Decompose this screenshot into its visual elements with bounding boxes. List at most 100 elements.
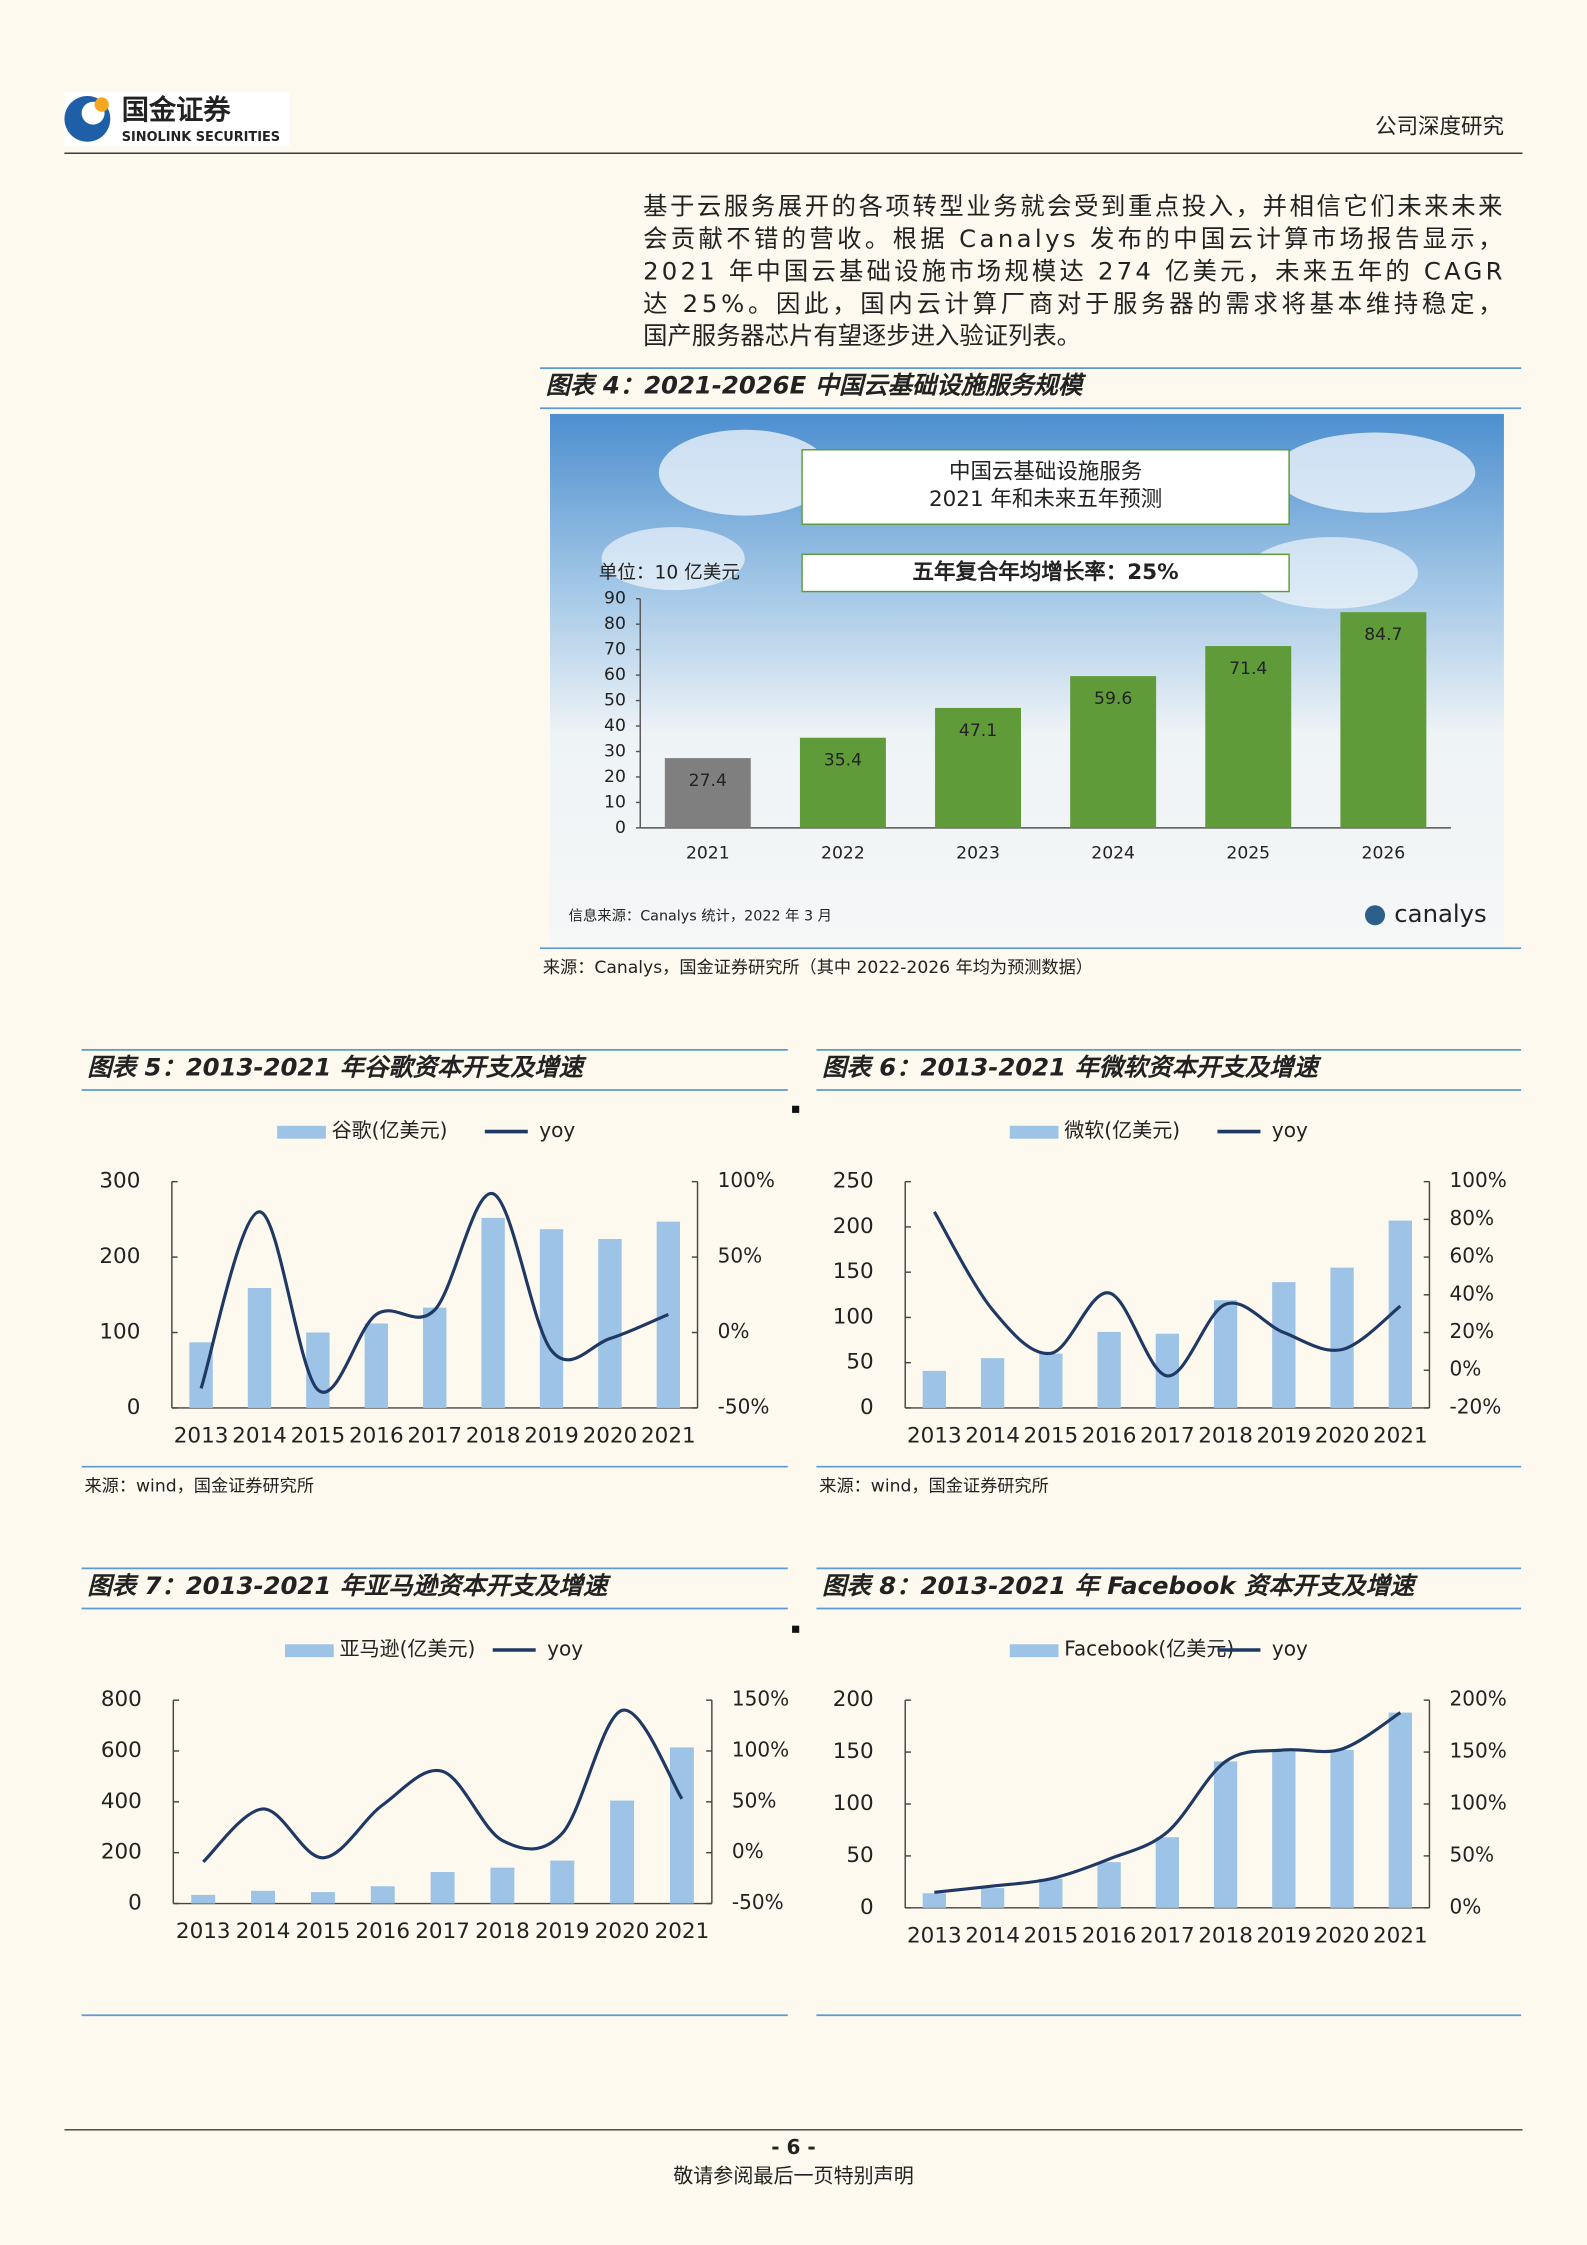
bar [490,1867,515,1904]
figure-title: 图表 5：2013-2021 年谷歌资本开支及增速 [87,1053,587,1082]
y-tick-label: 200 [833,1214,874,1239]
x-tick-label: 2016 [1082,1424,1137,1449]
x-tick-label: 2014 [965,1424,1020,1449]
x-tick-label: 2018 [1198,1424,1253,1449]
brand-icon [1364,905,1386,926]
bar [669,1747,694,1904]
x-tick-label: 2016 [349,1424,404,1449]
y-tick-label: 50 [846,1350,873,1375]
y2-tick-label: 100% [1449,1168,1506,1192]
cloud [658,429,831,516]
bar [539,1229,564,1408]
legend-swatch [1009,1644,1059,1658]
figure-source: 来源：wind，国金证券研究所 [819,1477,1048,1497]
bar [247,1288,272,1408]
bar [251,1890,276,1904]
x-tick-label: 2019 [1257,1424,1312,1449]
y2-tick-label: 100% [1449,1790,1506,1814]
paragraph-line: 2021 年中国云基础设施市场规模达 274 亿美元，未来五年的 CAGR [643,256,1502,285]
bar [550,1860,575,1904]
y2-tick-label: 0% [1449,1894,1481,1918]
y-tick-label: 70 [604,640,626,660]
bar [1097,1862,1121,1908]
bar [1213,1300,1238,1408]
legend: 亚马逊(亿美元) yoy [285,1637,583,1661]
cloud [1274,432,1476,513]
bar [799,737,886,828]
page-number: - 6 - [771,2135,816,2159]
bar [980,1358,1005,1408]
chart4-annotation-box [801,553,1290,593]
bar [370,1886,395,1904]
legend-label: Facebook(亿美元) [1064,1637,1234,1661]
bar [1205,646,1292,828]
figure: 图表 8：2013-2021 年 Facebook 资本开支及增速 0 50 100 1… [816,1567,1522,2017]
logo: 国金证券 SINOLINK SECURITIES [64,91,290,147]
x-tick-label: 2013 [907,1923,962,1948]
y2-tick-label: -50% [718,1394,770,1418]
line [202,1708,684,1864]
x-tick-label: 2020 [595,1919,650,1944]
x-tick-label: 2019 [1257,1923,1312,1948]
legend-label: yoy [547,1637,583,1661]
bar [1155,1837,1179,1908]
figures: 图表 4：2021-2026E 中国云基础设施服务规模来源：Canalys，国金… [81,367,1522,2017]
figure: 图表 5：2013-2021 年谷歌资本开支及增速来源：wind，国金证券研究所… [81,1049,788,1497]
line [934,1711,1402,1894]
bar [191,1894,216,1904]
x-tick-label: 2017 [1140,1424,1195,1449]
x-tick-label: 2018 [1198,1923,1253,1948]
x-tick-label: 2015 [291,1424,346,1449]
x-tick-label: 2021 [655,1919,710,1944]
bar [1213,1761,1238,1908]
bar [664,758,751,828]
chart4-title-box [801,449,1290,525]
value-label: 59.6 [1094,689,1132,709]
x-tick-label: 2017 [407,1424,462,1449]
bar [922,1370,946,1408]
x-tick-label: 2026 [1362,844,1406,864]
x-tick-label: 2018 [466,1424,521,1449]
y-tick-label: 100 [833,1304,874,1329]
y2-tick-label: 100% [718,1168,775,1192]
chart-subtitle: 2021 年和未来五年预测 [929,487,1162,512]
y-tick-label: 90 [604,589,626,609]
bar [1388,1220,1412,1408]
x-tick-label: 2017 [1140,1923,1195,1948]
y-tick-label: 200 [101,1840,142,1865]
bar [1388,1712,1412,1908]
bar [1272,1282,1296,1408]
x-tick-label: 2014 [965,1923,1020,1948]
value-label: 47.1 [959,721,997,741]
y-tick-label: 50 [846,1843,873,1868]
x-tick-label: 2019 [535,1919,590,1944]
bar [423,1307,447,1408]
figure: 图表 4：2021-2026E 中国云基础设施服务规模来源：Canalys，国金… [539,367,1522,978]
y2-tick-label: -20% [1449,1394,1501,1418]
x-tick-label: 2021 [1373,1923,1428,1948]
y2-tick-label: 50% [732,1788,777,1812]
line [932,1211,1402,1378]
figure-title: 图表 4：2021-2026E 中国云基础设施服务规模 [546,371,1087,400]
legend-label: yoy [539,1118,575,1142]
y-tick-label: 600 [101,1738,142,1763]
brand: canalys [1394,899,1486,928]
x-tick-label: 2025 [1226,844,1270,864]
legend-swatch [277,1125,326,1139]
bar [935,707,1021,828]
y2-tick-label: 50% [718,1244,763,1268]
source-note: 信息来源：Canalys 统计，2022 年 3 月 [569,908,832,925]
legend-swatch [1009,1125,1059,1139]
y-tick-label: 200 [833,1687,874,1712]
bar [1097,1331,1121,1408]
bar [598,1238,622,1408]
y2-tick-label: 60% [1449,1244,1494,1268]
y2-tick-label: 50% [1449,1842,1494,1866]
y-tick-label: 50 [604,691,626,711]
x-tick-label: 2014 [232,1424,287,1449]
bar [306,1332,330,1408]
x-tick-label: 2021 [686,844,730,864]
y-tick-label: 800 [101,1687,142,1712]
figure-title: 图表 6：2013-2021 年微软资本开支及增速 [822,1053,1322,1082]
